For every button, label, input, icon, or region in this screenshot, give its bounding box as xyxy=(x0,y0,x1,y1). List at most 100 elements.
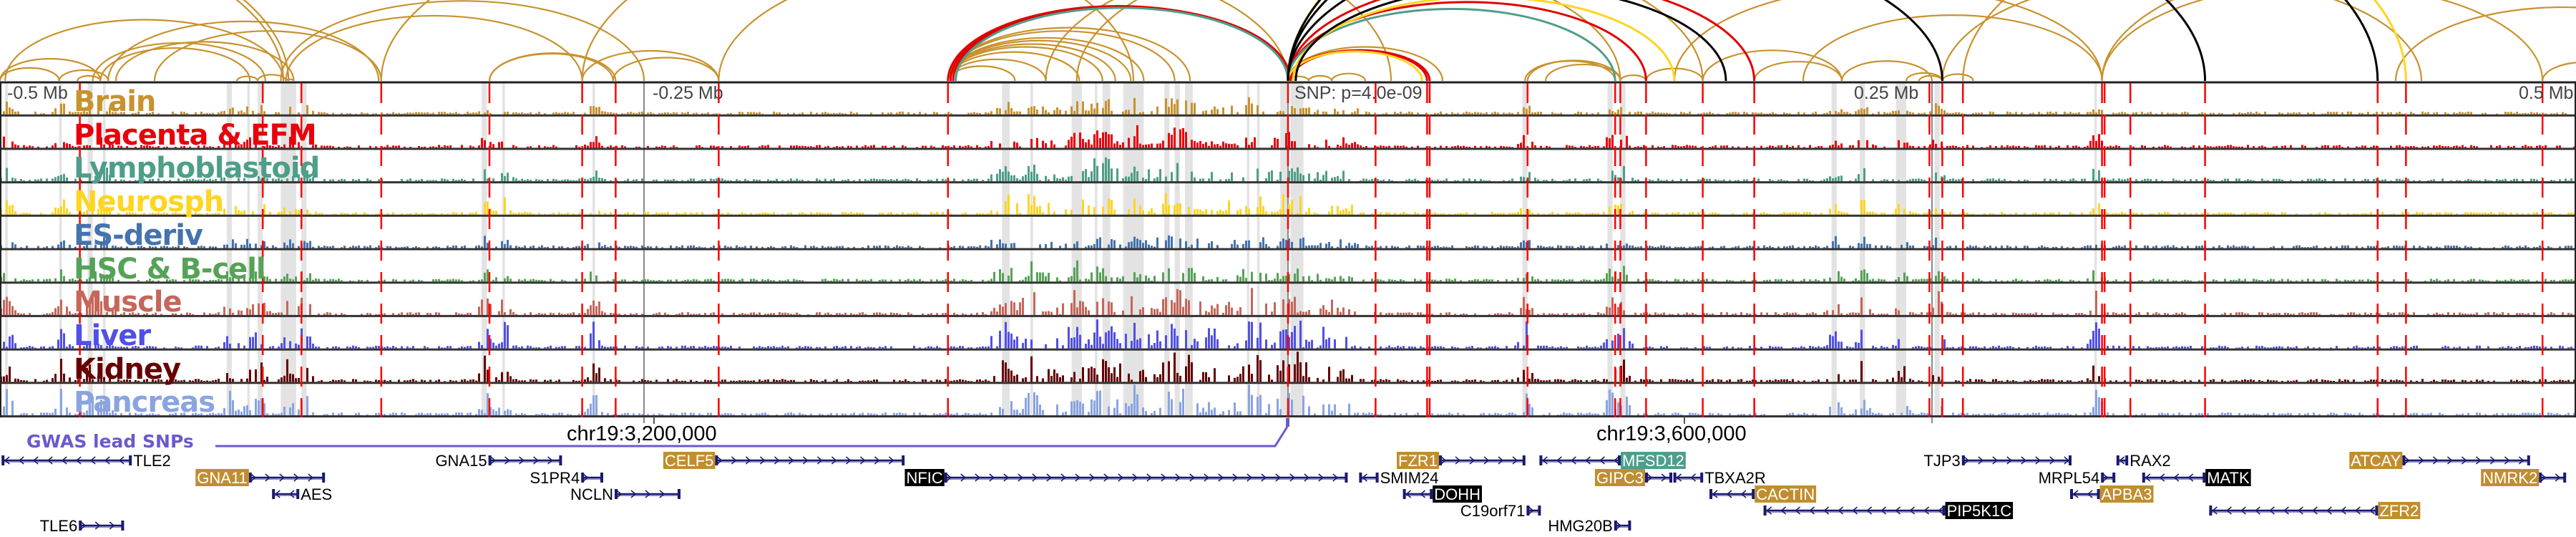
exon xyxy=(2209,505,2212,516)
strand-arrow-icon xyxy=(1455,456,1461,465)
gene-tle6[interactable]: TLE6 xyxy=(40,517,125,535)
strand-arrow-icon xyxy=(2173,473,2180,482)
exon xyxy=(488,455,492,465)
gene-label[interactable]: TLE6 xyxy=(40,517,78,535)
strand-arrow-icon xyxy=(1895,506,1901,515)
strand-arrow-icon xyxy=(946,473,952,482)
gene-c19orf71[interactable]: C19orf71 xyxy=(1460,502,1541,520)
strand-arrow-icon xyxy=(293,473,299,482)
gene-label[interactable]: RAX2 xyxy=(2129,452,2170,470)
signal-track-placenta-efm xyxy=(3,125,2575,148)
gene-gna11[interactable]: GNA11 xyxy=(195,469,326,487)
gene-label[interactable]: SMIM24 xyxy=(1380,469,1439,487)
gene-mrpl54[interactable]: MRPL54 xyxy=(2039,469,2116,487)
strand-arrow-icon xyxy=(1556,456,1562,465)
gene-fzr1[interactable]: FZR1 xyxy=(1397,452,1526,470)
gene-tle2[interactable]: TLE2 xyxy=(1,452,171,470)
strand-arrow-icon xyxy=(975,473,980,482)
gene-label[interactable]: APBA3 xyxy=(2102,485,2152,503)
interaction-arc-brain xyxy=(2101,0,2544,82)
gene-tbxa2r[interactable]: TBXA2R xyxy=(1673,469,1766,487)
strand-arrow-icon xyxy=(2489,456,2496,465)
gene-zfr2[interactable]: ZFR2 xyxy=(2209,502,2421,520)
gene-mfsd12[interactable]: MFSD12 xyxy=(1539,452,1686,470)
strand-arrow-icon xyxy=(519,456,525,465)
chromatin-interaction-arcs xyxy=(0,0,2576,82)
strand-arrow-icon xyxy=(1852,506,1858,515)
gene-gipc3[interactable]: GIPC3 xyxy=(1594,469,1672,487)
gene-celf5[interactable]: CELF5 xyxy=(663,452,905,470)
gene-label[interactable]: GIPC3 xyxy=(1596,469,1644,487)
gene-highlight-box xyxy=(1945,502,2014,519)
gene-label[interactable]: MRPL54 xyxy=(2039,469,2100,487)
gene-label[interactable]: CACTIN xyxy=(1756,485,1815,503)
gene-label[interactable]: NMRK2 xyxy=(2482,469,2537,487)
gene-label[interactable]: TBXA2R xyxy=(1704,469,1766,487)
gene-label[interactable]: GNA15 xyxy=(435,452,487,470)
gene-gna15[interactable]: GNA15 xyxy=(435,452,562,470)
exon xyxy=(1673,473,1677,483)
exon xyxy=(1375,473,1379,483)
gene-label[interactable]: DOHH xyxy=(1434,485,1480,503)
gene-label[interactable]: AES xyxy=(301,485,332,503)
gene-label[interactable]: TJP3 xyxy=(1923,452,1960,470)
strand-arrow-icon xyxy=(279,473,285,482)
strand-arrow-icon xyxy=(2119,456,2125,465)
strand-arrow-icon xyxy=(989,473,995,482)
gene-label[interactable]: NCLN xyxy=(570,485,613,503)
gene-hmg20b[interactable]: HMG20B xyxy=(1548,517,1631,535)
strand-arrow-icon xyxy=(888,456,894,465)
exon xyxy=(2097,489,2100,499)
gene-label[interactable]: ZFR2 xyxy=(2379,502,2419,520)
exon xyxy=(2142,473,2145,483)
strand-arrow-icon xyxy=(2240,506,2246,515)
gene-tjp3[interactable]: TJP3 xyxy=(1923,452,2072,470)
strand-arrow-icon xyxy=(2341,506,2346,515)
gene-ncln[interactable]: NCLN xyxy=(570,485,680,503)
exon xyxy=(248,473,252,483)
gene-s1pr4[interactable]: S1PR4 xyxy=(530,469,603,487)
interaction-arc-brain xyxy=(280,0,645,82)
strand-arrow-icon xyxy=(816,456,823,465)
gene-dohh[interactable]: DOHH xyxy=(1402,485,1482,503)
gene-atcay[interactable]: ATCAY xyxy=(2349,452,2530,470)
gwas-lead-snps-label: GWAS lead SNPs xyxy=(26,431,194,452)
gene-label[interactable]: MFSD12 xyxy=(1622,452,1684,470)
gene-smim24[interactable]: SMIM24 xyxy=(1359,469,1439,487)
strand-arrow-icon xyxy=(1646,473,1653,482)
gene-label[interactable]: ATCAY xyxy=(2351,452,2401,470)
gwas-snp-marker[interactable] xyxy=(1286,418,1289,427)
gene-label[interactable]: PIP5K1C xyxy=(1947,502,2012,520)
exon xyxy=(1645,473,1648,483)
gene-cactin[interactable]: CACTIN xyxy=(1709,485,1817,503)
exon xyxy=(2375,505,2379,516)
gene-aes[interactable]: AES xyxy=(272,485,332,503)
gene-label[interactable]: C19orf71 xyxy=(1460,502,1526,520)
gene-nmrk2[interactable]: NMRK2 xyxy=(2481,469,2567,487)
gene-label[interactable]: MATK xyxy=(2207,469,2250,487)
gene-label[interactable]: S1PR4 xyxy=(530,469,580,487)
strand-arrow-icon xyxy=(1161,473,1166,482)
gene-nfic[interactable]: NFIC xyxy=(904,469,1348,487)
interaction-arc-brain xyxy=(1753,60,1843,82)
exon xyxy=(1402,489,1406,499)
gene-rax2[interactable]: RAX2 xyxy=(2116,452,2171,470)
track-label: Kidney xyxy=(74,352,181,386)
gene-pip5k1c[interactable]: PIP5K1C xyxy=(1763,502,2014,520)
gene-apba3[interactable]: APBA3 xyxy=(2070,485,2154,503)
strand-arrow-icon xyxy=(2035,456,2041,465)
gene-label[interactable]: TLE2 xyxy=(133,452,171,470)
gene-label[interactable]: HMG20B xyxy=(1548,517,1612,535)
interaction-arc-placenta xyxy=(1287,0,1756,82)
gene-label[interactable]: GNA11 xyxy=(197,469,248,487)
gene-label[interactable]: FZR1 xyxy=(1398,452,1438,470)
gene-label[interactable]: NFIC xyxy=(906,469,942,487)
gene-matk[interactable]: MATK xyxy=(2142,469,2251,487)
strand-arrow-icon xyxy=(2404,456,2410,465)
strand-arrow-icon xyxy=(1795,506,1801,515)
interaction-arc-brain xyxy=(1544,63,1621,82)
strand-arrow-icon xyxy=(2006,456,2012,465)
interaction-arc-brain xyxy=(1045,0,1621,82)
gene-label[interactable]: CELF5 xyxy=(665,452,713,470)
strand-arrow-icon xyxy=(1232,473,1238,482)
